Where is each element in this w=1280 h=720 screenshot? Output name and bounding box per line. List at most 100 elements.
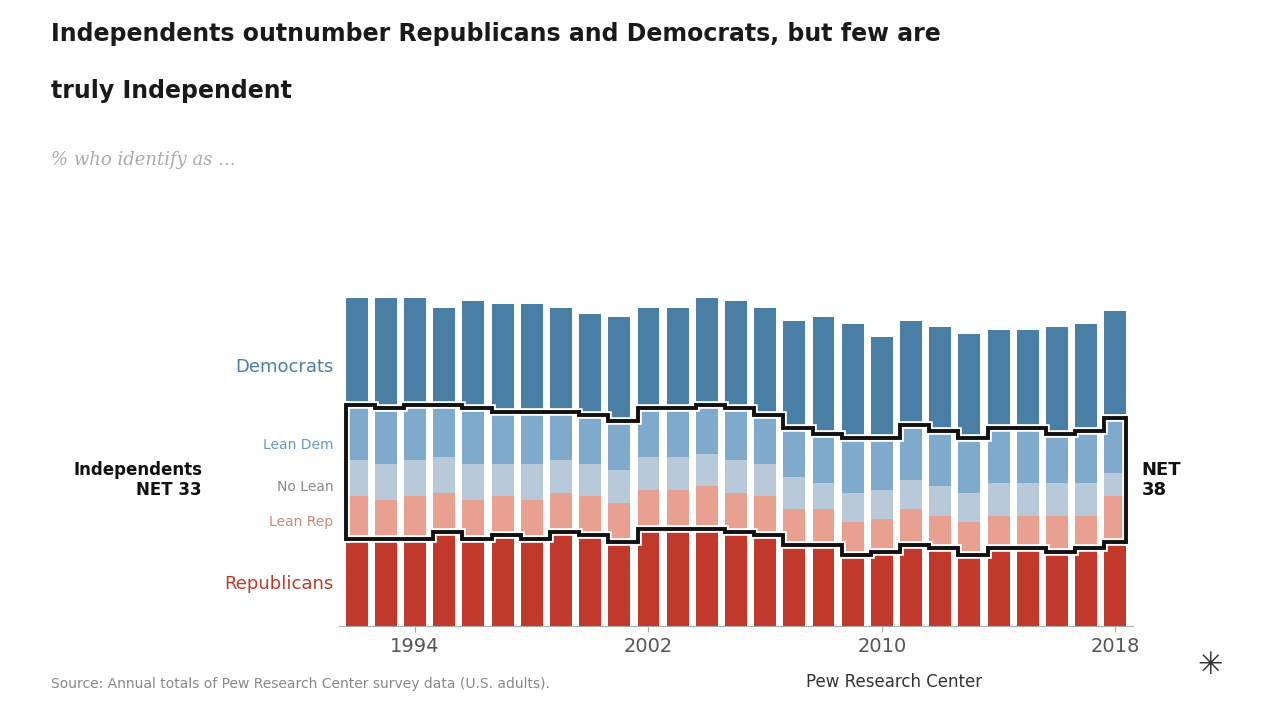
Text: Lean Dem: Lean Dem (262, 438, 333, 452)
Bar (842, 522, 864, 555)
Bar (724, 461, 748, 493)
Bar (375, 298, 397, 408)
Bar (404, 405, 426, 461)
Bar (696, 454, 718, 487)
Bar (346, 461, 367, 496)
Text: % who identify as ...: % who identify as ... (51, 151, 236, 169)
Bar (1075, 324, 1097, 431)
Bar (959, 333, 980, 438)
Bar (959, 493, 980, 522)
Bar (929, 327, 951, 431)
Bar (900, 545, 922, 626)
Bar (492, 464, 513, 496)
Bar (521, 464, 543, 500)
Bar (579, 496, 602, 535)
Bar (988, 483, 1010, 516)
Bar (550, 532, 572, 626)
Bar (1016, 330, 1038, 428)
Bar (783, 545, 805, 626)
Bar (842, 324, 864, 438)
Bar (754, 496, 776, 535)
Bar (579, 535, 602, 626)
Bar (550, 307, 572, 412)
Bar (667, 528, 689, 626)
Text: Pew Research Center: Pew Research Center (806, 673, 983, 691)
Bar (637, 408, 659, 457)
Bar (724, 532, 748, 626)
Bar (754, 535, 776, 626)
Bar (929, 431, 951, 487)
Text: Independents
NET 33: Independents NET 33 (73, 461, 202, 500)
Bar (1016, 483, 1038, 516)
Bar (813, 434, 835, 483)
Bar (929, 487, 951, 516)
Bar (988, 516, 1010, 549)
Bar (608, 318, 630, 421)
Text: Source: Annual totals of Pew Research Center survey data (U.S. adults).: Source: Annual totals of Pew Research Ce… (51, 678, 550, 691)
Bar (900, 320, 922, 425)
Bar (346, 405, 367, 461)
Bar (813, 545, 835, 626)
Bar (637, 307, 659, 408)
Text: ✳: ✳ (1197, 652, 1222, 680)
Bar (579, 464, 602, 496)
Bar (1016, 549, 1038, 626)
Bar (550, 461, 572, 493)
Bar (667, 307, 689, 408)
Bar (696, 405, 718, 454)
Bar (754, 415, 776, 464)
Text: Lean Rep: Lean Rep (269, 516, 333, 529)
Bar (462, 539, 484, 626)
Text: Independents outnumber Republicans and Democrats, but few are: Independents outnumber Republicans and D… (51, 22, 941, 45)
Bar (521, 500, 543, 539)
Bar (667, 408, 689, 457)
Bar (696, 487, 718, 528)
Bar (434, 405, 456, 457)
Bar (346, 539, 367, 626)
Bar (1105, 541, 1126, 626)
Bar (375, 539, 397, 626)
Bar (550, 412, 572, 461)
Bar (434, 307, 456, 405)
Bar (783, 509, 805, 545)
Bar (521, 305, 543, 412)
Bar (929, 549, 951, 626)
Bar (696, 298, 718, 405)
Bar (375, 464, 397, 500)
Bar (1075, 483, 1097, 516)
Bar (724, 408, 748, 461)
Bar (870, 490, 893, 519)
Bar (1105, 496, 1126, 541)
Bar (608, 421, 630, 470)
Bar (608, 503, 630, 541)
Bar (813, 509, 835, 545)
Bar (462, 408, 484, 464)
Bar (608, 541, 630, 626)
Bar (988, 428, 1010, 483)
Bar (754, 307, 776, 415)
Bar (959, 555, 980, 626)
Bar (870, 337, 893, 438)
Bar (637, 457, 659, 490)
Bar (842, 493, 864, 522)
Bar (1075, 516, 1097, 549)
Bar (1016, 428, 1038, 483)
Bar (1105, 474, 1126, 496)
Bar (988, 330, 1010, 428)
Bar (579, 415, 602, 464)
Bar (959, 438, 980, 493)
Bar (404, 496, 426, 539)
Bar (637, 490, 659, 528)
Bar (404, 461, 426, 496)
Bar (492, 412, 513, 464)
Bar (870, 552, 893, 626)
Bar (900, 480, 922, 509)
Bar (1075, 549, 1097, 626)
Bar (842, 438, 864, 493)
Bar (434, 457, 456, 493)
Bar (929, 516, 951, 549)
Text: truly Independent: truly Independent (51, 79, 292, 103)
Bar (434, 532, 456, 626)
Bar (783, 477, 805, 509)
Bar (696, 528, 718, 626)
